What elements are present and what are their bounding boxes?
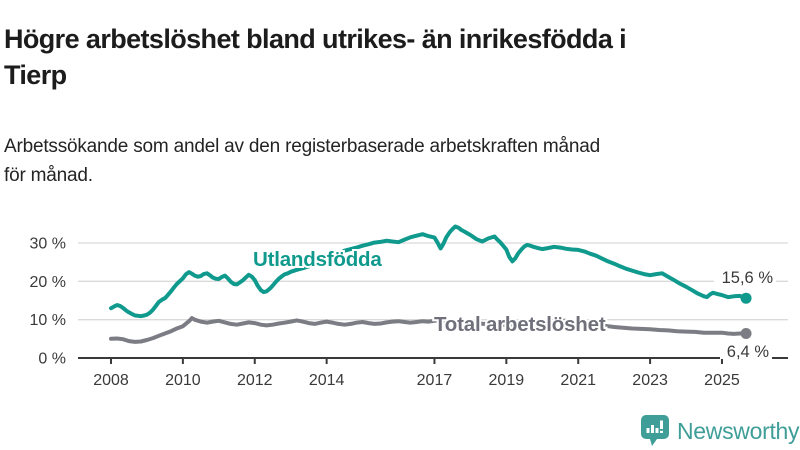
page-title: Högre arbetslöshet bland utrikes- än inr… <box>4 24 627 90</box>
newsworthy-logo: Newsworthy <box>641 415 800 447</box>
series-end-dot <box>740 292 752 304</box>
series-line-total <box>109 316 749 344</box>
y-tick-label: 30 % <box>30 236 66 253</box>
series-name-label: Utlandsfödda <box>253 248 382 271</box>
bar-chart-speech-bubble-icon <box>641 415 669 446</box>
x-tick-label: 2017 <box>417 372 453 389</box>
series-name-label: Total arbetslöshet <box>434 313 606 336</box>
x-tick-label: 2025 <box>704 372 740 389</box>
series-end-value-label: 6,4 % <box>727 343 770 361</box>
end-label-halo <box>720 342 772 359</box>
end-label-halo <box>714 268 776 285</box>
x-tick-label: 2014 <box>309 372 345 389</box>
y-tick-label: 0 % <box>38 351 66 368</box>
y-tick-label: 20 % <box>30 274 66 291</box>
x-tick-label: 2021 <box>560 372 596 389</box>
y-tick-label: 10 % <box>30 312 66 329</box>
brand-name: Newsworthy <box>677 417 800 444</box>
series-end-value-label: 15,6 % <box>722 269 774 287</box>
chart-subtitle: Arbetssökande som andel av den registerb… <box>4 136 601 186</box>
x-tick-label: 2023 <box>632 372 668 389</box>
series-end-dot <box>740 327 752 339</box>
x-tick-label: 2010 <box>165 372 201 389</box>
x-tick-label: 2019 <box>489 372 525 389</box>
series-line-utlandsfodda <box>109 224 749 319</box>
x-tick-label: 2012 <box>237 372 273 389</box>
x-tick-label: 2008 <box>93 372 129 389</box>
